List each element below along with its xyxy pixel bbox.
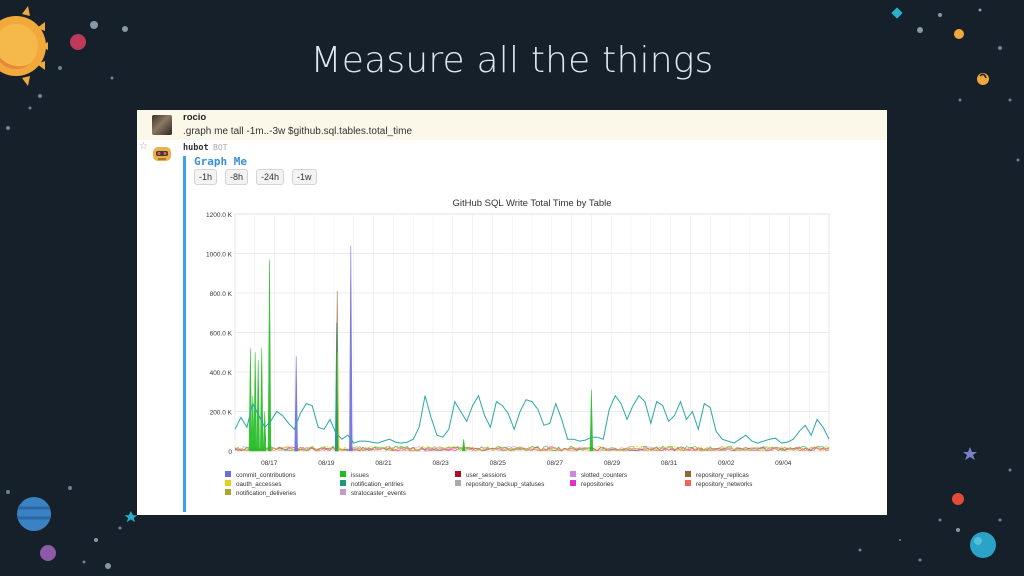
y-tick-label: 200.0 K [210, 410, 233, 417]
series-spike-commit_contributions [349, 245, 353, 452]
series-spike-issues [248, 348, 253, 452]
legend-swatch [455, 480, 461, 486]
series-noise-line [234, 445, 830, 452]
range-button-24h[interactable]: -24h [256, 169, 285, 185]
legend-swatch [340, 480, 346, 486]
series-line-teal [234, 394, 830, 444]
legend-swatch [685, 471, 691, 477]
series-spike-notification_entries [334, 322, 339, 452]
star-purple-icon [963, 447, 977, 460]
x-tick-label: 08/29 [604, 460, 621, 467]
series-spike-issues [256, 360, 260, 452]
legend-swatch [570, 471, 576, 477]
legend-label: notification_deliveries [236, 490, 296, 497]
series-spike-issues [253, 352, 257, 452]
legend-label: slotted_counters [581, 472, 627, 479]
bot-avatar[interactable] [151, 144, 173, 164]
x-tick-label: 08/25 [490, 460, 507, 467]
planet-blue-icon [17, 497, 51, 531]
attachment-accent-bar [183, 156, 186, 512]
star-cyan-icon [891, 7, 903, 19]
x-tick-label: 09/04 [775, 460, 792, 467]
series-spike-issues [461, 439, 466, 452]
legend-label: commit_contributions [236, 472, 296, 479]
message-author[interactable]: rocio [183, 112, 207, 123]
range-button-1w[interactable]: -1w [292, 169, 317, 185]
star-icon[interactable]: ☆ [139, 141, 148, 152]
y-tick-label: 800.0 K [210, 291, 233, 298]
bot-badge: BOT [213, 143, 228, 152]
y-tick-label: 1000.0 K [206, 252, 233, 259]
legend-label: repository_networks [696, 481, 752, 488]
y-tick-label: 1200.0 K [206, 212, 233, 219]
x-tick-label: 08/23 [432, 460, 449, 467]
x-tick-label: 08/19 [318, 460, 335, 467]
chart-title: GitHub SQL Write Total Time by Table [452, 198, 611, 209]
legend-swatch [225, 489, 231, 495]
x-tick-label: 08/21 [375, 460, 392, 467]
planet-red-icon [70, 34, 86, 50]
chart: GitHub SQL Write Total Time by Table 0 200… [206, 198, 830, 497]
series-spike-issues [589, 389, 594, 452]
legend-swatch [570, 480, 576, 486]
user-message: rocio .graph me tall -1m..-3w $github.sq… [137, 110, 887, 140]
legend-label: user_sessions [466, 472, 506, 479]
series-spike-issues [267, 259, 272, 452]
legend-swatch [340, 471, 346, 477]
attachment-title[interactable]: Graph Me [194, 155, 247, 168]
planet-purple-icon [40, 545, 56, 561]
x-tick-label: 08/17 [261, 460, 278, 467]
legend-label: stratocaster_events [351, 490, 406, 497]
y-tick-label: 600.0 K [210, 331, 233, 338]
legend-swatch [340, 489, 346, 495]
series-spike-issues [262, 411, 267, 452]
legend-swatch [455, 471, 461, 477]
avatar[interactable] [152, 115, 172, 135]
legend-label: oauth_accesses [236, 481, 282, 488]
legend-swatch [225, 471, 231, 477]
legend-swatch [225, 480, 231, 486]
legend-label: issues [351, 472, 369, 479]
graph-image: GitHub SQL Write Total Time by Table 0 200… [195, 190, 837, 510]
x-tick-label: 08/27 [547, 460, 564, 467]
planet-teal-icon [970, 532, 996, 558]
x-tick-label: 08/31 [661, 460, 678, 467]
range-button-1h[interactable]: -1h [194, 169, 218, 185]
sun-icon [0, 6, 48, 86]
legend-label: repository_backup_statuses [466, 481, 544, 488]
y-tick-label: 400.0 K [210, 370, 233, 377]
comet-orange-icon [977, 73, 989, 85]
legend-label: notification_entries [351, 481, 404, 488]
sparkle-cyan-icon [124, 511, 138, 523]
legend-swatch [685, 480, 691, 486]
legend-label: repositories [581, 481, 614, 488]
legend-label: repository_replicas [696, 472, 749, 479]
x-tick-label: 09/02 [718, 460, 735, 467]
chat-panel: rocio .graph me tall -1m..-3w $github.sq… [137, 110, 887, 515]
comet-red-icon [952, 493, 964, 505]
bot-author[interactable]: hubot [183, 143, 209, 153]
time-range-buttons: -1h -8h -24h -1w [194, 169, 317, 185]
y-tick-label: 0 [228, 449, 232, 456]
slide-title: Measure all the things [310, 40, 714, 81]
series-spike-issues [259, 348, 264, 452]
message-text: .graph me tall -1m..-3w $github.sql.tabl… [183, 126, 412, 137]
series-spike-issues [251, 395, 255, 452]
range-button-8h[interactable]: -8h [225, 169, 249, 185]
